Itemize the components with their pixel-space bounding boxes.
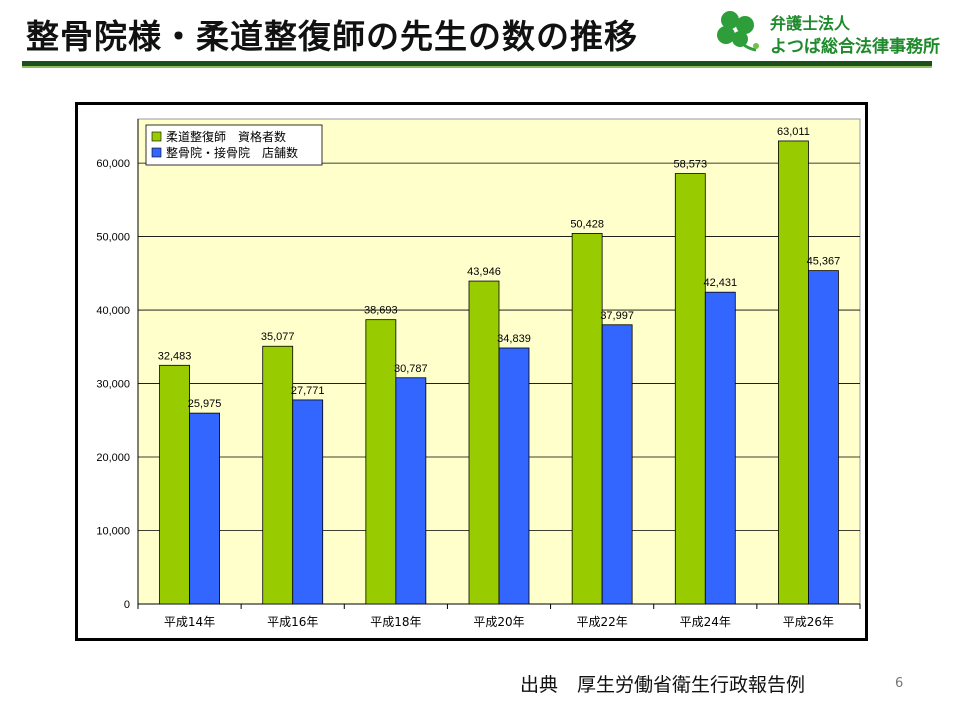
data-label: 37,997 bbox=[600, 310, 634, 322]
data-label: 58,573 bbox=[673, 159, 707, 171]
y-tick-label: 50,000 bbox=[96, 232, 130, 244]
logo-firm-name: よつば総合法律事務所 bbox=[770, 37, 940, 57]
data-label: 25,975 bbox=[188, 398, 222, 410]
data-label: 27,771 bbox=[291, 385, 325, 397]
legend-swatch bbox=[151, 131, 162, 142]
data-label: 35,077 bbox=[261, 331, 295, 343]
data-label: 38,693 bbox=[364, 305, 398, 317]
data-label: 63,011 bbox=[777, 126, 810, 138]
bar bbox=[808, 270, 839, 605]
y-tick-label: 20,000 bbox=[96, 452, 130, 464]
data-label: 42,431 bbox=[703, 277, 737, 289]
legend-label: 柔道整復師 資格者数 bbox=[166, 129, 286, 144]
bar bbox=[159, 364, 190, 605]
source-citation: 出典 厚生労働省衛生行政報告例 bbox=[520, 674, 806, 696]
title-divider bbox=[22, 61, 932, 66]
x-tick-label: 平成16年 bbox=[267, 615, 318, 629]
bar bbox=[189, 412, 220, 605]
bar bbox=[395, 377, 427, 605]
logo-firm-type: 弁護士法人 bbox=[770, 14, 851, 33]
legend-swatch bbox=[151, 147, 162, 158]
x-tick-label: 平成14年 bbox=[164, 615, 215, 629]
clover-icon bbox=[717, 11, 759, 52]
bar bbox=[365, 319, 397, 605]
y-tick-label: 40,000 bbox=[96, 305, 130, 317]
bar bbox=[571, 233, 603, 605]
x-tick-label: 平成24年 bbox=[680, 615, 731, 629]
data-label: 32,483 bbox=[158, 350, 192, 362]
slide-title: 整骨院様・柔道整復師の先生の数の推移 bbox=[26, 17, 638, 56]
y-tick-label: 10,000 bbox=[96, 526, 130, 538]
data-label: 34,839 bbox=[497, 333, 531, 345]
legend-label: 整骨院・接骨院 店舗数 bbox=[166, 145, 298, 160]
data-label: 43,946 bbox=[467, 266, 501, 278]
y-tick-label: 60,000 bbox=[96, 158, 130, 170]
data-label: 45,367 bbox=[807, 256, 841, 268]
bar bbox=[778, 140, 809, 605]
bar bbox=[292, 399, 324, 605]
title-divider-accent bbox=[22, 66, 932, 68]
data-label: 50,428 bbox=[570, 218, 604, 230]
bar-chart: 0 10,000 20,000 30,000 40,000 50,000 60,000 32,… bbox=[96, 118, 861, 629]
bar bbox=[468, 280, 500, 605]
x-tick-label: 平成20年 bbox=[473, 615, 524, 629]
bar bbox=[262, 345, 294, 605]
bar bbox=[498, 347, 530, 605]
chart-frame: 0 10,000 20,000 30,000 40,000 50,000 60,000 32,… bbox=[75, 102, 868, 641]
x-tick-label: 平成26年 bbox=[783, 615, 834, 629]
bar bbox=[601, 324, 633, 605]
bar bbox=[674, 173, 706, 605]
x-tick-label: 平成22年 bbox=[577, 615, 628, 629]
firm-logo: 弁護士法人 よつば総合法律事務所 bbox=[712, 6, 940, 57]
y-tick-label: 30,000 bbox=[96, 379, 130, 391]
legend-box bbox=[145, 124, 323, 166]
data-label: 30,787 bbox=[394, 363, 428, 375]
x-tick-label: 平成18年 bbox=[370, 615, 421, 629]
bar bbox=[704, 291, 736, 605]
page-number: 6 bbox=[895, 676, 904, 691]
y-tick-label: 0 bbox=[124, 599, 130, 611]
